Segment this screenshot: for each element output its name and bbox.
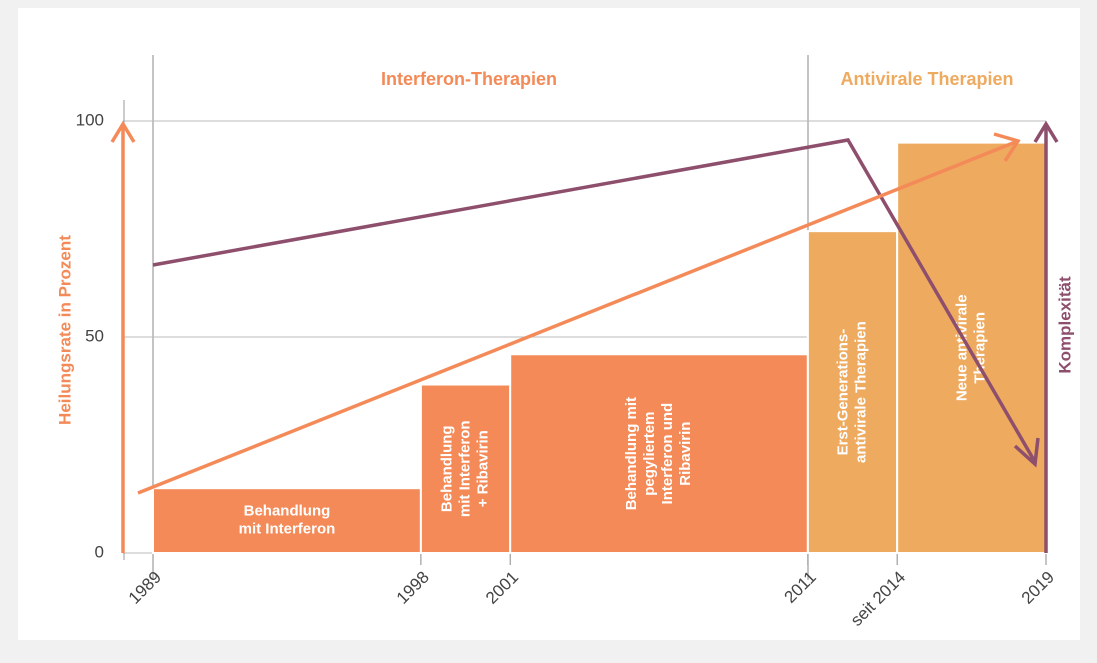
bar-label-line: Erst-Generations- [834,329,851,456]
bar [419,383,512,554]
bar-label-line: Behandlung [244,503,331,520]
bar-label-line: + Ribavirin [475,430,492,507]
section-title: Interferon-Therapien [381,69,557,89]
arrow-head [1013,437,1040,468]
bar-label-line: mit Interferon [239,521,336,538]
y-tick-label: 0 [95,542,104,561]
arrow-head [1033,120,1059,143]
y-axis-label: Heilungsrate in Prozent [55,235,74,425]
bar-label-line: Neue antivirale [954,294,971,401]
bar-label-line: Interferon und [659,403,676,505]
bar-label-line: antivirale Therapien [852,321,869,463]
bar-label-line: mit Interferon [457,420,474,517]
bar-label-line: Therapien [972,312,989,384]
bar-label: Neue antivirale Therapien [954,294,989,401]
y-tick-label: 100 [76,110,104,129]
bar-label-line: Behandlung mit [623,397,640,510]
bar-label-line: Ribavirin [677,422,694,486]
y2-axis-label: Komplexität [1055,276,1074,374]
bar [896,141,1048,554]
bar-label-line: Behandlung [439,425,456,512]
bar [509,353,809,554]
cure-rate-trend [137,139,1019,495]
bar [152,487,422,555]
bar-label: Erst-Generations-antivirale Therapien [834,321,869,463]
bar-label-line: pegyliertem [641,412,658,496]
arrow-head [110,120,136,143]
bar-label: Behandlung mit Interferon + Ribavirin [439,420,492,517]
trend-arrows [110,120,1059,553]
y-tick-label: 50 [85,326,104,345]
complexity-trend [152,138,1037,463]
arrow-head [993,132,1021,162]
bar-label: Behandlung mit pegyliertem Interferon und R… [623,397,694,510]
section-title: Antivirale Therapien [840,69,1013,89]
